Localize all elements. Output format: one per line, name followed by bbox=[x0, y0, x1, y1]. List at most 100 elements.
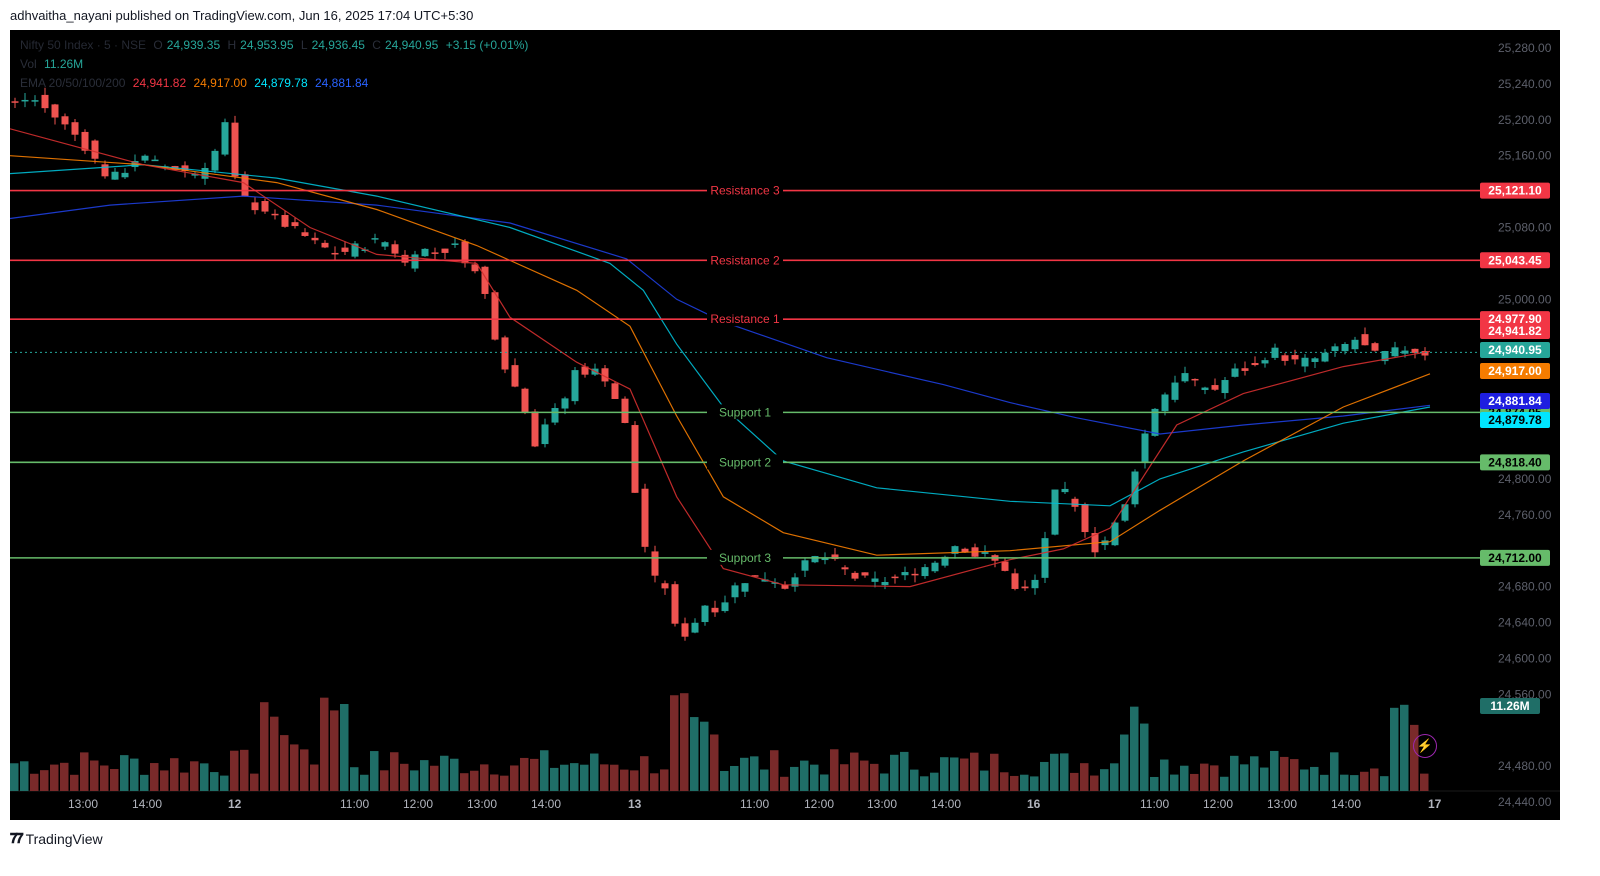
candle-body bbox=[411, 254, 419, 269]
level-label: Support 3 bbox=[719, 551, 771, 565]
level-label: Support 2 bbox=[719, 455, 771, 469]
volume-legend: Vol 11.26M bbox=[20, 57, 87, 71]
level-label-bg bbox=[707, 182, 783, 198]
candle-body bbox=[1161, 394, 1169, 412]
close-value: 24,940.95 bbox=[384, 38, 439, 52]
volume-bar bbox=[1130, 706, 1139, 791]
close-label: C bbox=[372, 38, 381, 52]
y-tick-label: 24,760.00 bbox=[1498, 508, 1552, 522]
volume-bar bbox=[430, 765, 439, 791]
volume-bar bbox=[90, 760, 99, 791]
y-tick-label: 25,160.00 bbox=[1498, 149, 1552, 163]
symbol-name: Nifty 50 Index · 5 · NSE bbox=[20, 38, 147, 52]
volume-bar bbox=[420, 760, 429, 791]
candle-body bbox=[1051, 489, 1059, 535]
candle-body bbox=[931, 562, 939, 572]
ema-label: EMA 20/50/100/200 bbox=[20, 76, 126, 90]
volume-bar bbox=[1110, 763, 1119, 791]
volume-bar bbox=[800, 760, 809, 791]
volume-bar bbox=[1040, 761, 1049, 791]
level-price-tag bbox=[1480, 549, 1550, 566]
x-tick-label: 14:00 bbox=[931, 797, 961, 811]
volume-bar bbox=[250, 773, 259, 791]
candle-body bbox=[461, 241, 469, 264]
level-price-text: 24,977.90 bbox=[1488, 312, 1542, 326]
candle-body bbox=[1311, 358, 1319, 362]
volume-bar bbox=[1010, 775, 1019, 791]
volume-bar bbox=[1000, 772, 1009, 791]
volume-bar bbox=[1280, 756, 1289, 791]
volume-bar bbox=[210, 772, 219, 791]
y-tick-label: 25,080.00 bbox=[1498, 221, 1552, 235]
y-tick-label: 24,600.00 bbox=[1498, 651, 1552, 665]
candle-body bbox=[1321, 352, 1329, 362]
volume-bar bbox=[880, 773, 889, 791]
volume-bar bbox=[120, 755, 129, 791]
volume-bar bbox=[190, 761, 199, 791]
volume-bar bbox=[990, 753, 999, 791]
candle-body bbox=[531, 411, 539, 447]
volume-bar bbox=[1150, 776, 1159, 791]
candle-body bbox=[221, 122, 229, 155]
volume-bar bbox=[170, 758, 179, 791]
volume-bar bbox=[1390, 707, 1399, 791]
volume-bar bbox=[790, 766, 799, 791]
candle-body bbox=[761, 579, 769, 582]
volume-bar bbox=[240, 749, 249, 791]
lightning-icon[interactable]: ⚡ bbox=[1413, 734, 1437, 758]
volume-bar bbox=[570, 763, 579, 791]
volume-bar bbox=[1350, 775, 1359, 791]
candle-body bbox=[61, 116, 69, 125]
volume-bar bbox=[500, 775, 509, 791]
volume-bar bbox=[1320, 774, 1329, 791]
volume-bar bbox=[530, 758, 539, 791]
ema200-line bbox=[10, 195, 1431, 435]
volume-bar bbox=[1300, 769, 1309, 791]
x-tick-label: 12 bbox=[228, 797, 242, 811]
candle-body bbox=[101, 164, 109, 177]
volume-bar bbox=[540, 750, 549, 791]
x-tick-label: 11:00 bbox=[740, 797, 769, 811]
candle-body bbox=[901, 572, 909, 576]
ema50-value: 24,917.00 bbox=[193, 76, 247, 90]
volume-bar bbox=[840, 764, 849, 791]
volume-bar bbox=[110, 769, 119, 791]
candle-body bbox=[661, 583, 669, 589]
volume-bar bbox=[1220, 776, 1229, 791]
x-tick-label: 12:00 bbox=[1203, 797, 1233, 811]
candle-body bbox=[741, 583, 749, 592]
vol-value: 11.26M bbox=[44, 57, 84, 71]
volume-tag bbox=[1480, 698, 1540, 714]
y-tick-label: 25,240.00 bbox=[1498, 77, 1552, 91]
volume-bar bbox=[950, 757, 959, 791]
volume-bar bbox=[1400, 704, 1409, 791]
volume-bar bbox=[720, 770, 729, 791]
x-tick-label: 12:00 bbox=[403, 797, 433, 811]
candle-body bbox=[1351, 339, 1359, 350]
chart-svg[interactable]: 25,280.00 25,240.00 25,200.00 25,160.00 25,0… bbox=[10, 30, 1560, 820]
candle-body bbox=[1221, 380, 1229, 394]
level-label: Resistance 2 bbox=[710, 253, 780, 267]
volume-bar bbox=[390, 752, 399, 791]
volume-bar bbox=[1190, 773, 1199, 791]
candle-body bbox=[1261, 360, 1269, 364]
candle-body bbox=[641, 488, 649, 547]
level-label: Support 1 bbox=[719, 405, 771, 419]
volume-bar bbox=[860, 760, 869, 791]
x-tick-label: 14:00 bbox=[1331, 797, 1361, 811]
candle-body bbox=[41, 94, 49, 109]
volume-bar bbox=[850, 752, 859, 791]
volume-bar bbox=[130, 758, 139, 791]
chart-panel[interactable]: 25,280.00 25,240.00 25,200.00 25,160.00 25,0… bbox=[10, 30, 1560, 820]
candle-body bbox=[981, 552, 989, 554]
x-tick-label: 13 bbox=[628, 797, 642, 811]
candle-body bbox=[511, 365, 519, 387]
volume-bar bbox=[580, 764, 589, 791]
volume-bar bbox=[40, 770, 49, 791]
volume-bar bbox=[1330, 752, 1339, 791]
volume-bar bbox=[20, 761, 29, 791]
candle-body bbox=[181, 165, 189, 172]
candle-body bbox=[1021, 586, 1029, 589]
volume-bar bbox=[770, 750, 779, 791]
ohlc-legend: Nifty 50 Index · 5 · NSE O 24,939.35 H 24,… bbox=[20, 38, 532, 52]
